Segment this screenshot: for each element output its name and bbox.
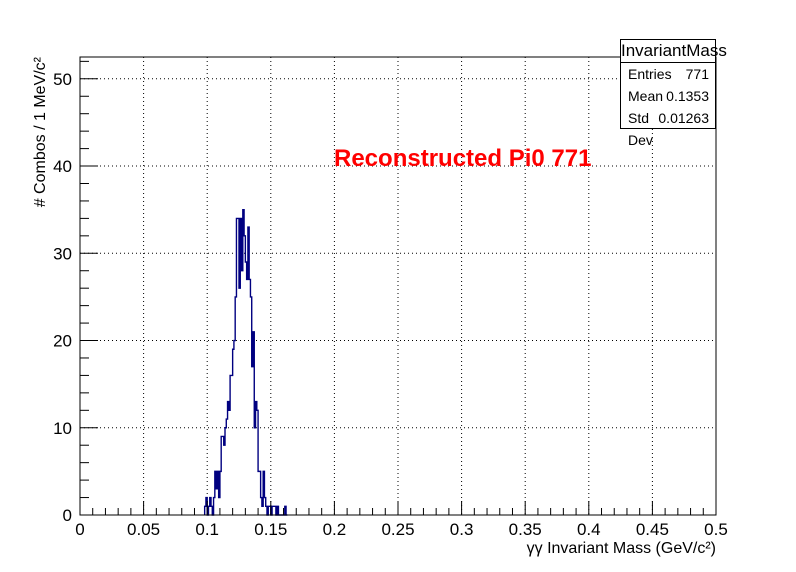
x-tick-label: 0.45	[636, 520, 669, 539]
x-tick-label: 0.3	[450, 520, 474, 539]
stats-value: 0.01263	[658, 110, 709, 126]
x-tick-label: 0.1	[195, 520, 219, 539]
stats-row-mean: Mean 0.1353	[621, 85, 715, 107]
y-tick-labels: 0 10 20 30 40 50	[53, 70, 72, 525]
stats-value: 771	[685, 66, 709, 82]
x-tick-labels: 0 0.05 0.1 0.15 0.2 0.25 0.3 0.35 0.4 0.45 0.5	[75, 520, 728, 539]
grid-lines	[80, 57, 716, 515]
x-axis-title: γγ Invariant Mass (GeV/c²)	[527, 540, 716, 557]
y-tick-label: 40	[53, 157, 72, 176]
x-tick-label: 0.05	[127, 520, 160, 539]
x-tick-label: 0.2	[323, 520, 347, 539]
x-tick-label: 0.4	[577, 520, 601, 539]
stats-label: Std Dev	[628, 110, 653, 148]
stats-title: InvariantMass	[621, 40, 727, 63]
x-tick-label: 0.25	[381, 520, 414, 539]
x-tick-label: 0.15	[254, 520, 287, 539]
stats-value: 0.1353	[666, 88, 709, 104]
x-tick-label: 0.5	[704, 520, 728, 539]
x-tick-label: 0	[75, 520, 84, 539]
y-tick-label: 50	[53, 70, 72, 89]
x-tick-label: 0.35	[509, 520, 542, 539]
stats-box: InvariantMass Entries 771 Mean 0.1353 St…	[620, 39, 727, 148]
stats-label: Entries	[628, 66, 672, 82]
histogram-line	[203, 208, 288, 516]
chart-annotation: Reconstructed Pi0 771	[334, 145, 591, 172]
y-tick-label: 20	[53, 332, 72, 351]
y-tick-label: 10	[53, 419, 72, 438]
axis-ticks	[79, 60, 717, 516]
y-tick-label: 30	[53, 244, 72, 263]
stats-row-std-dev: Std Dev 0.01263	[621, 107, 715, 148]
y-tick-label: 0	[63, 506, 72, 525]
y-axis-title: # Combos / 1 MeV/c²	[32, 56, 49, 207]
histogram-series	[203, 208, 288, 516]
stats-label: Mean	[628, 88, 664, 104]
stats-row-entries: Entries 771	[621, 63, 715, 85]
